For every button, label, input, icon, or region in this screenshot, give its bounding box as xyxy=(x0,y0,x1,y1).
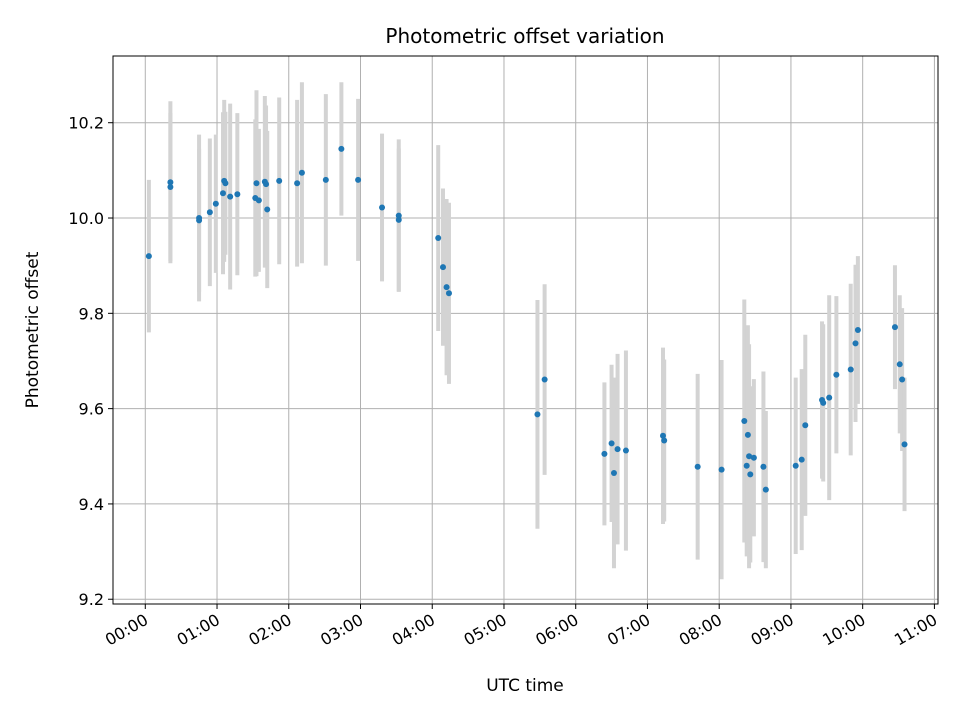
x-tick-label: 00:00 xyxy=(102,610,151,650)
data-point xyxy=(847,366,854,373)
chart-title: Photometric offset variation xyxy=(385,24,664,48)
data-point xyxy=(212,200,219,207)
data-point xyxy=(747,471,754,478)
x-tick-label: 11:00 xyxy=(891,610,940,650)
y-axis-ticks: 9.2 9.4 9.6 9.8 10.0 10.2 xyxy=(68,114,113,609)
data-point xyxy=(760,463,767,470)
y-axis-label: Photometric offset xyxy=(23,251,43,408)
data-point xyxy=(276,177,283,184)
data-point xyxy=(833,371,840,378)
data-point xyxy=(298,169,305,176)
data-point xyxy=(891,324,898,331)
y-tick-label: 9.2 xyxy=(79,590,104,609)
plot-frame xyxy=(112,55,939,605)
data-point xyxy=(234,191,241,198)
data-point xyxy=(601,450,608,457)
data-point xyxy=(820,399,827,406)
data-point xyxy=(379,204,386,211)
data-point xyxy=(167,184,174,191)
data-point xyxy=(792,462,799,469)
y-tick-label: 9.6 xyxy=(79,400,104,419)
data-point xyxy=(718,466,725,473)
x-tick-label: 08:00 xyxy=(676,610,725,650)
data-point xyxy=(167,179,174,186)
data-point xyxy=(743,462,750,469)
data-point xyxy=(443,284,450,291)
data-point xyxy=(608,440,615,447)
x-tick-label: 03:00 xyxy=(317,610,366,650)
x-tick-label: 04:00 xyxy=(389,610,438,650)
data-point xyxy=(899,376,906,383)
data-point xyxy=(222,180,229,187)
data-point xyxy=(338,145,345,152)
data-point xyxy=(762,486,769,493)
data-point xyxy=(227,193,234,200)
data-point xyxy=(255,197,262,204)
data-point xyxy=(661,437,668,444)
data-point xyxy=(445,290,452,297)
data-point xyxy=(614,446,621,453)
data-point xyxy=(746,453,753,460)
y-tick-label: 10.2 xyxy=(68,114,104,133)
x-tick-label: 06:00 xyxy=(532,610,581,650)
x-tick-label: 05:00 xyxy=(461,610,510,650)
x-axis-label: UTC time xyxy=(486,676,564,696)
x-tick-label: 01:00 xyxy=(174,610,223,650)
grid xyxy=(113,56,938,604)
data-point xyxy=(355,176,362,183)
data-points xyxy=(145,145,908,493)
data-point xyxy=(798,456,805,463)
data-point xyxy=(541,376,548,383)
data-point xyxy=(145,253,152,260)
data-point xyxy=(440,264,446,271)
data-point xyxy=(322,176,329,183)
data-point xyxy=(901,441,908,448)
data-point xyxy=(534,411,541,418)
data-point xyxy=(826,394,833,401)
data-point xyxy=(395,212,402,219)
x-tick-label: 02:00 xyxy=(245,610,294,650)
data-point xyxy=(744,431,751,438)
data-point xyxy=(622,447,629,454)
data-point xyxy=(854,327,861,333)
y-tick-label: 9.4 xyxy=(79,495,104,514)
y-tick-label: 10.0 xyxy=(68,209,104,228)
data-point xyxy=(196,217,203,224)
data-point xyxy=(263,181,270,188)
data-point xyxy=(660,432,666,439)
x-axis-ticks: 00:00 01:00 02:00 03:00 04:00 05:00 06:00 07:00… xyxy=(102,604,940,650)
x-tick-label: 09:00 xyxy=(748,610,797,650)
data-point xyxy=(750,454,757,461)
data-point xyxy=(395,216,402,223)
data-point xyxy=(610,469,617,476)
data-point xyxy=(852,340,859,347)
data-point xyxy=(253,180,260,187)
data-point xyxy=(294,180,301,187)
data-point xyxy=(694,463,701,470)
data-point xyxy=(220,190,226,197)
data-point xyxy=(896,361,903,368)
data-point xyxy=(802,422,809,429)
x-tick-label: 07:00 xyxy=(604,610,653,650)
data-point xyxy=(206,209,213,216)
data-point xyxy=(435,235,442,242)
data-point xyxy=(741,418,748,425)
x-tick-label: 10:00 xyxy=(819,610,868,650)
data-point xyxy=(264,206,271,213)
y-tick-label: 9.8 xyxy=(79,304,104,323)
